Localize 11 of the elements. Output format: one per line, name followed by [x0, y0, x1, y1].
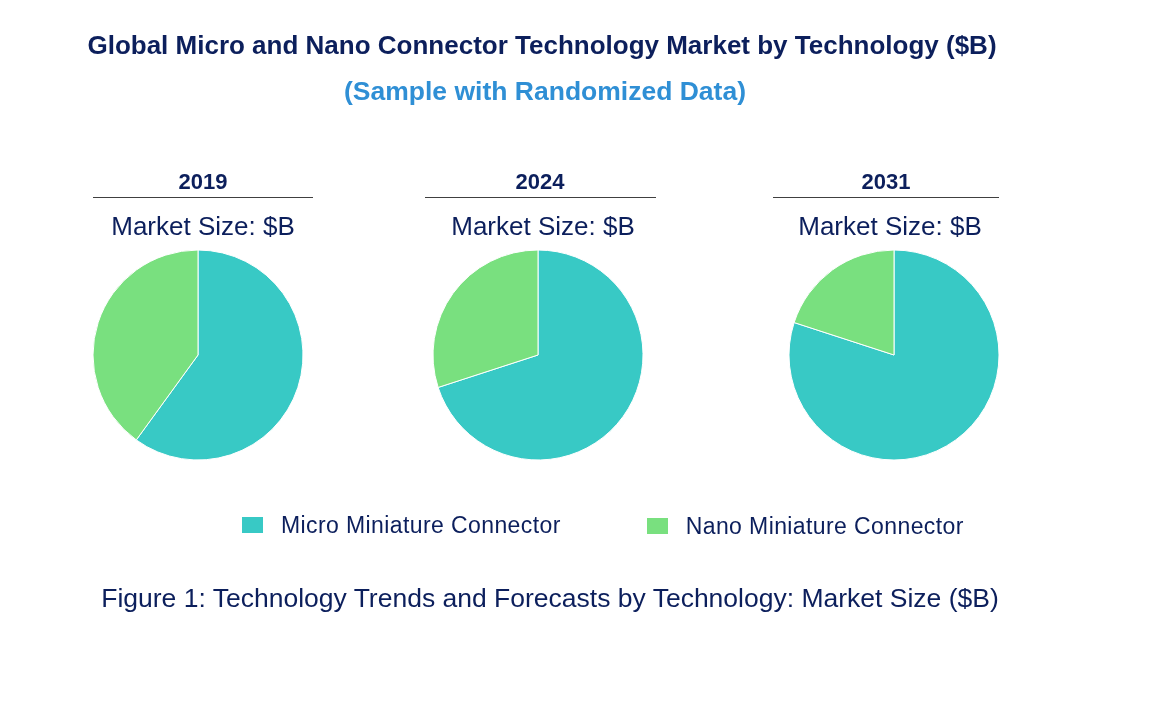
legend-label: Micro Miniature Connector: [281, 511, 561, 538]
chart-title: Global Micro and Nano Connector Technology Market by Technology ($B): [87, 30, 997, 60]
text: Market Size: $B: [451, 211, 635, 241]
chart-subtitle: (Sample with Randomized Data): [344, 76, 746, 106]
slice-label: 2031: [861, 169, 911, 194]
slice-label: 2019: [178, 169, 228, 194]
text: Market Size: $B: [798, 211, 982, 241]
caption: Figure 1: Technology Trends and Forecasts by Technology: Market Size ($B): [101, 583, 999, 613]
text: Market Size: $B: [111, 211, 295, 241]
slice-label: 2024: [515, 169, 565, 194]
legend-label: Nano Miniature Connector: [685, 513, 964, 539]
